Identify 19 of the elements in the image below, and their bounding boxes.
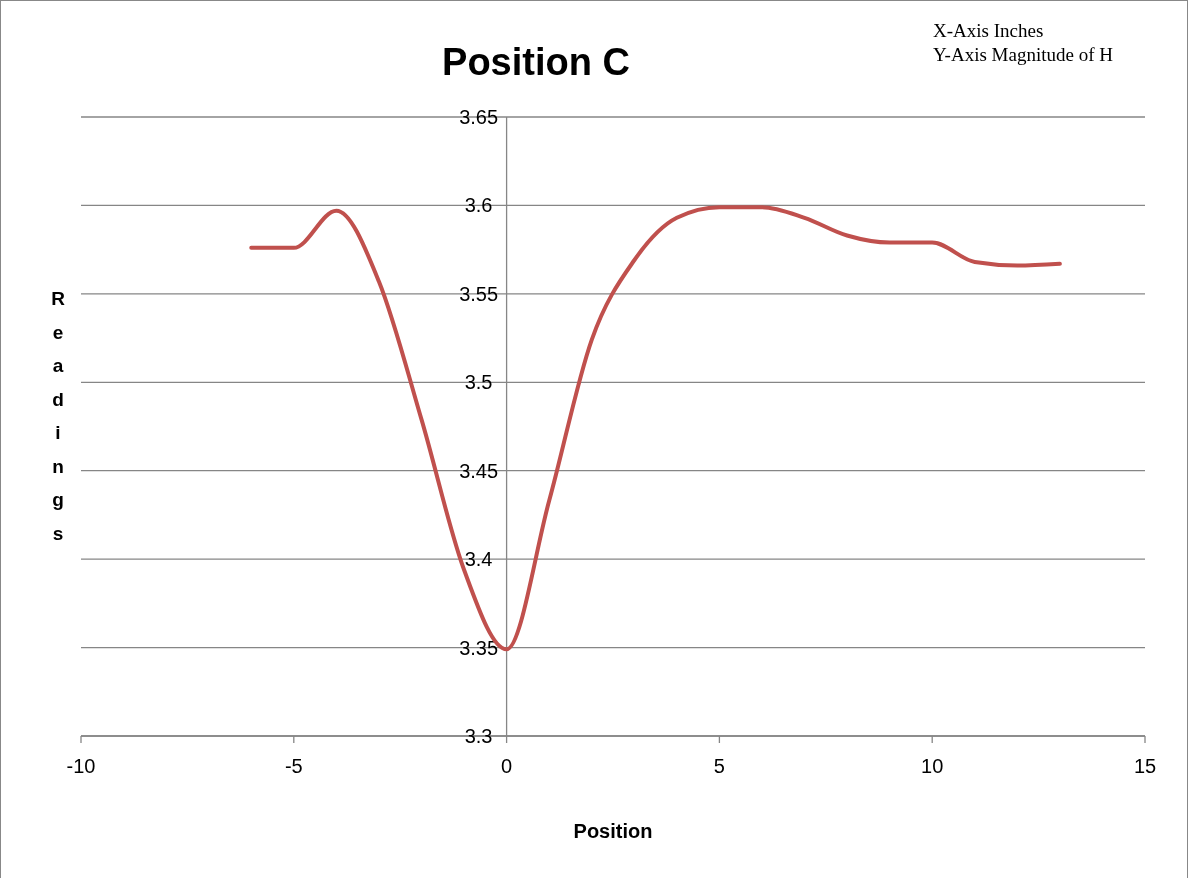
y-tick-label: 3.4 [464, 548, 493, 571]
text: X-Axis Inches [933, 20, 1044, 41]
y-axis-title: Readings [51, 288, 66, 544]
x-axis-title: Position [573, 820, 653, 842]
y-tick-label: 3.5 [464, 371, 493, 394]
chart-title: Position C [442, 41, 630, 83]
y-tick-label: 3.35 [459, 636, 499, 659]
y-tick-label: 3.55 [459, 282, 499, 305]
y-tick-label: 3.65 [459, 106, 499, 128]
text: Y-Axis Magnitude of H [933, 44, 1114, 65]
x-tick-label: 15 [1133, 755, 1157, 777]
x-tick-label: -5 [284, 755, 303, 777]
x-tick-label: 5 [713, 755, 725, 777]
y-tick-label: 3.3 [464, 725, 493, 747]
x-tick-label: -10 [66, 755, 96, 777]
y-tick-label: 3.6 [464, 194, 493, 217]
y-tick-label: 3.45 [459, 459, 499, 482]
x-tick-label: 0 [501, 755, 513, 777]
x-tick-label: 10 [921, 755, 944, 777]
